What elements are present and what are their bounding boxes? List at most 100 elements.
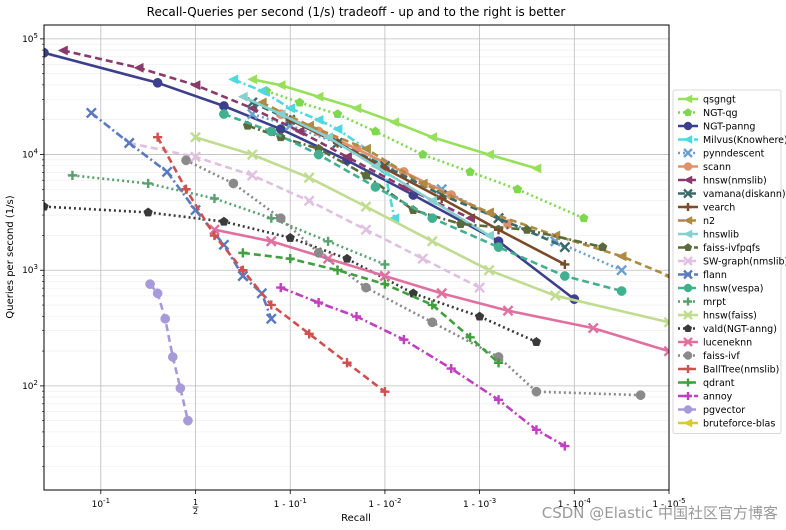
plot-frame — [43, 24, 670, 491]
series-line — [214, 228, 669, 353]
x-tick-label: 1 - 10-4 — [558, 497, 592, 510]
data-point — [351, 311, 362, 322]
legend-marker — [683, 405, 693, 414]
legend-label: hnsw(vespa) — [703, 284, 763, 295]
data-point — [559, 241, 571, 253]
data-point — [663, 273, 669, 279]
data-point — [493, 358, 504, 368]
legend-marker — [683, 216, 693, 225]
series-line — [252, 78, 537, 170]
data-point — [549, 290, 561, 302]
series-line — [62, 49, 471, 220]
legend-label: NGT-panng — [703, 122, 755, 133]
data-point — [190, 151, 201, 163]
data-point — [531, 425, 542, 435]
data-point — [342, 358, 352, 368]
series-flann — [85, 107, 277, 325]
y-axis-label: Queries per second (1/s) — [5, 195, 16, 318]
legend-label: BallTree(nmslib) — [703, 365, 779, 376]
legend-label: scann — [703, 162, 731, 173]
data-point — [342, 253, 352, 263]
data-point — [446, 363, 456, 374]
series-hnsw-vespa- — [219, 109, 627, 296]
data-point — [152, 288, 163, 299]
data-point — [483, 264, 495, 276]
legend-marker — [683, 175, 693, 185]
data-point — [67, 170, 78, 180]
data-point — [266, 213, 276, 223]
data-point — [360, 143, 371, 154]
series-line — [223, 112, 623, 293]
legend-item: vald(NGT-anng) — [678, 324, 777, 335]
legend-marker — [684, 365, 692, 373]
legend-label: vamana(diskann) — [703, 189, 786, 200]
legend-item: Milvus(Knowhere) — [678, 135, 786, 146]
series-line — [242, 251, 500, 364]
data-point — [123, 137, 135, 149]
data-point — [579, 213, 589, 223]
data-point — [427, 300, 437, 310]
series-line — [195, 135, 669, 324]
legend-marker — [683, 418, 693, 428]
data-point — [219, 109, 229, 119]
data-point — [587, 322, 599, 334]
data-point — [616, 286, 627, 296]
data-point — [246, 149, 258, 161]
data-point — [351, 103, 362, 114]
data-point — [379, 270, 391, 282]
series-qsgngt — [247, 74, 542, 174]
legend-item: annoy — [678, 392, 733, 403]
data-point — [465, 332, 475, 342]
legend-marker — [683, 337, 693, 347]
legend-item: hnsw(nmslib) — [678, 176, 767, 187]
legend-label: vearch — [703, 203, 735, 214]
data-point — [474, 282, 486, 294]
data-point — [85, 107, 97, 119]
series-pgvector — [145, 279, 193, 426]
data-point — [294, 126, 305, 137]
data-point — [285, 232, 295, 242]
legend-item: hnswlib — [678, 230, 739, 241]
data-point — [57, 45, 68, 56]
data-point — [160, 313, 171, 324]
data-point — [493, 242, 504, 252]
legend-frame — [672, 89, 782, 434]
legend-item: NGT-qg — [678, 108, 738, 119]
x-tick-label: 1 - 10-2 — [368, 497, 401, 510]
legend-marker — [683, 351, 693, 360]
x-tick-label: 1 - 10-5 — [652, 497, 685, 510]
data-point — [181, 184, 191, 194]
data-point — [360, 201, 372, 213]
data-point — [332, 109, 343, 119]
legend-marker — [683, 243, 693, 251]
legend-label: n2 — [703, 216, 715, 227]
series-layer — [44, 45, 669, 451]
data-point — [44, 201, 49, 211]
legend-marker — [683, 324, 693, 332]
data-point — [483, 149, 494, 160]
y-tick-label: 105 — [22, 32, 38, 45]
data-point — [295, 97, 305, 107]
data-point — [531, 163, 542, 174]
data-point — [323, 236, 333, 246]
legend-marker — [683, 94, 693, 104]
legend-marker — [684, 378, 692, 387]
data-point — [145, 279, 155, 289]
data-point — [417, 253, 429, 265]
data-point — [265, 313, 277, 325]
x-tick-label: 10-1 — [92, 497, 110, 510]
data-point — [322, 253, 334, 265]
data-point — [303, 172, 315, 184]
data-point — [427, 195, 438, 206]
data-point — [228, 178, 239, 189]
data-point — [313, 248, 324, 258]
series-line — [149, 283, 190, 421]
data-point — [474, 311, 485, 321]
data-point — [314, 298, 324, 308]
data-point — [427, 213, 438, 224]
legend-label: faiss-ivf — [703, 351, 740, 362]
data-point — [256, 85, 267, 96]
legend-label: luceneknn — [703, 338, 752, 349]
